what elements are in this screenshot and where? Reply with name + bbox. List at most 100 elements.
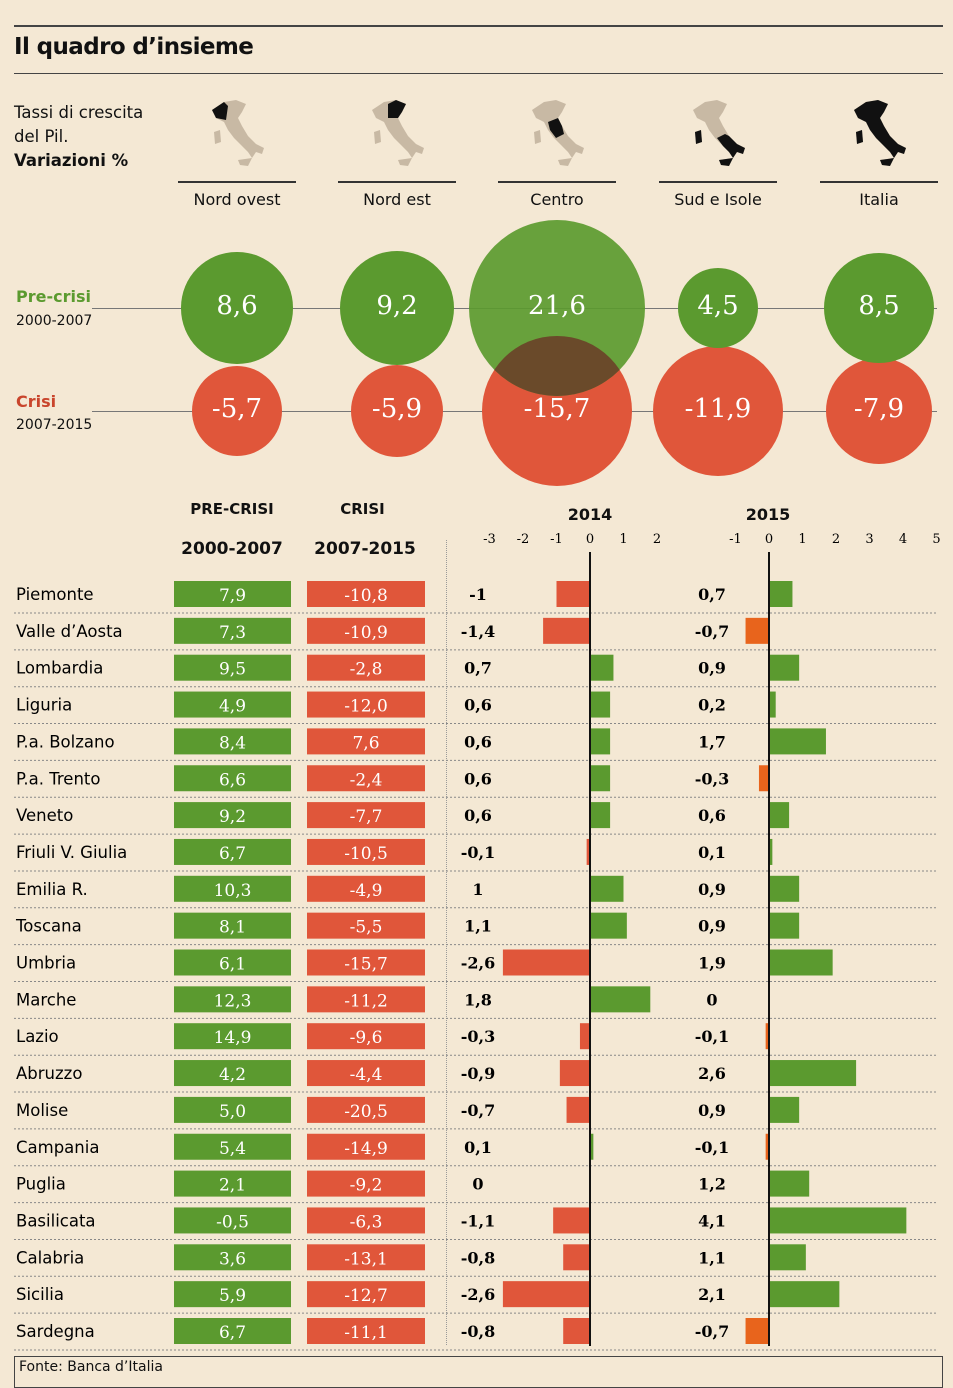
bar-2015	[769, 1244, 806, 1271]
value-2015: 0,9	[698, 917, 726, 936]
crisi-cell	[307, 1207, 425, 1234]
bar-2015	[769, 654, 800, 681]
pre-crisi-value: 5,9	[219, 1286, 246, 1306]
crisi-value: -9,6	[350, 1028, 383, 1048]
pre-crisi-bubble	[677, 267, 759, 349]
pre-crisi-cell	[174, 765, 291, 792]
crisi-value: -10,8	[344, 586, 388, 606]
value-2014: -2,6	[461, 954, 495, 973]
bubble-value: -11,9	[684, 394, 752, 424]
crisi-cell	[307, 765, 425, 792]
pre-crisi-cell	[174, 1133, 291, 1160]
bubble-value: 4,5	[697, 291, 739, 321]
region-name: Sardegna	[16, 1322, 95, 1341]
crisi-bubble	[351, 365, 443, 457]
bar-2015	[769, 691, 776, 718]
bar-2014	[502, 949, 590, 976]
crisi-cell	[307, 1170, 425, 1197]
col-crisi-header: CRISI	[340, 500, 385, 518]
value-2015: 1,1	[698, 1248, 726, 1267]
crisi-value: -20,5	[344, 1102, 388, 1122]
pre-crisi-value: 3,6	[219, 1249, 246, 1269]
pre-crisi-cell	[174, 691, 291, 718]
value-2015: 2,6	[698, 1064, 726, 1083]
crisi-cell	[307, 1318, 425, 1344]
intro-line-1: Tassi di crescita	[14, 103, 144, 122]
value-2014: -0,7	[461, 1101, 495, 1120]
bar-2015	[769, 1170, 810, 1197]
crisi-value: -12,7	[344, 1286, 388, 1306]
intro-unit: Variazioni %	[14, 151, 129, 170]
region-name: P.a. Bolzano	[16, 732, 115, 751]
bubble-value: 9,2	[376, 291, 418, 321]
crisi-cell	[307, 838, 425, 865]
tick-2015: 4	[899, 532, 907, 547]
crisi-cell	[307, 1244, 425, 1271]
bar-2015	[769, 838, 773, 865]
crisi-cell	[307, 802, 425, 829]
pre-crisi-value: 8,4	[219, 733, 246, 753]
pre-crisi-value: 9,5	[219, 660, 246, 680]
bubble-value: -5,9	[371, 394, 423, 424]
bar-2014	[590, 802, 611, 829]
value-2014: -0,8	[461, 1322, 495, 1341]
value-2014: 0,1	[464, 1138, 492, 1157]
crisi-cell	[307, 875, 425, 902]
crisi-value: -6,3	[350, 1212, 383, 1232]
bar-2015	[769, 912, 800, 939]
bar-2014	[590, 654, 614, 681]
pre-crisi-cell	[174, 1096, 291, 1123]
bubble-value: 8,6	[216, 291, 258, 321]
value-2015: -0,3	[695, 769, 729, 788]
region-name: Puglia	[16, 1175, 66, 1194]
value-2014: 1,1	[464, 917, 492, 936]
region-name: Emilia R.	[16, 880, 88, 899]
intro-line-2: del Pil.	[14, 127, 69, 146]
pre-crisi-value: 10,3	[214, 881, 252, 901]
area-rule	[498, 181, 616, 183]
region-name: Lazio	[16, 1027, 59, 1046]
sud-isole-map-icon	[693, 100, 745, 166]
pre-crisi-bubble	[823, 252, 935, 364]
col-2014-header: 2014	[567, 505, 613, 524]
title-rule	[14, 73, 943, 74]
top-rule	[14, 25, 943, 27]
pre-crisi-value: 4,9	[219, 697, 246, 717]
tick-2015: 1	[798, 532, 806, 547]
value-2015: -0,1	[695, 1027, 729, 1046]
pre-crisi-cell	[174, 654, 291, 681]
tick-2015: 2	[832, 532, 840, 547]
pre-crisi-value: 4,2	[219, 1065, 246, 1085]
value-2015: 0,1	[698, 843, 726, 862]
crisi-cell	[307, 728, 425, 755]
crisi-cell	[307, 654, 425, 681]
crisi-value: -4,9	[350, 881, 383, 901]
crisi-value: -11,2	[344, 991, 388, 1011]
area-label: Nord est	[363, 190, 431, 209]
crisi-cell	[307, 912, 425, 939]
value-2014: 0,6	[464, 806, 492, 825]
value-2014: 0,7	[464, 659, 492, 678]
crisi-value: -11,1	[344, 1323, 388, 1343]
value-2015: 0	[706, 990, 717, 1009]
pre-crisi-value: 6,7	[219, 844, 246, 864]
region-name: Lombardia	[16, 659, 103, 678]
value-2014: -1	[469, 585, 487, 604]
region-name: P.a. Trento	[16, 769, 100, 788]
value-2015: 1,2	[698, 1175, 726, 1194]
region-name: Marche	[16, 990, 76, 1009]
pre-crisi-bubble	[181, 252, 293, 364]
source-box: Fonte: Banca d’Italia	[14, 1356, 943, 1388]
pre-crisi-value: 5,0	[219, 1102, 246, 1122]
bubble-value: 21,6	[528, 291, 586, 321]
crisi-bubble	[825, 357, 933, 465]
crisi-cell	[307, 1060, 425, 1087]
area-label: Sud e Isole	[674, 190, 762, 209]
centro-map-icon	[532, 100, 584, 166]
bar-2015	[758, 765, 769, 792]
value-2014: -1,4	[461, 622, 495, 641]
bar-2014	[559, 1060, 590, 1087]
region-name: Molise	[16, 1101, 68, 1120]
pre-crisi-cell	[174, 949, 291, 976]
